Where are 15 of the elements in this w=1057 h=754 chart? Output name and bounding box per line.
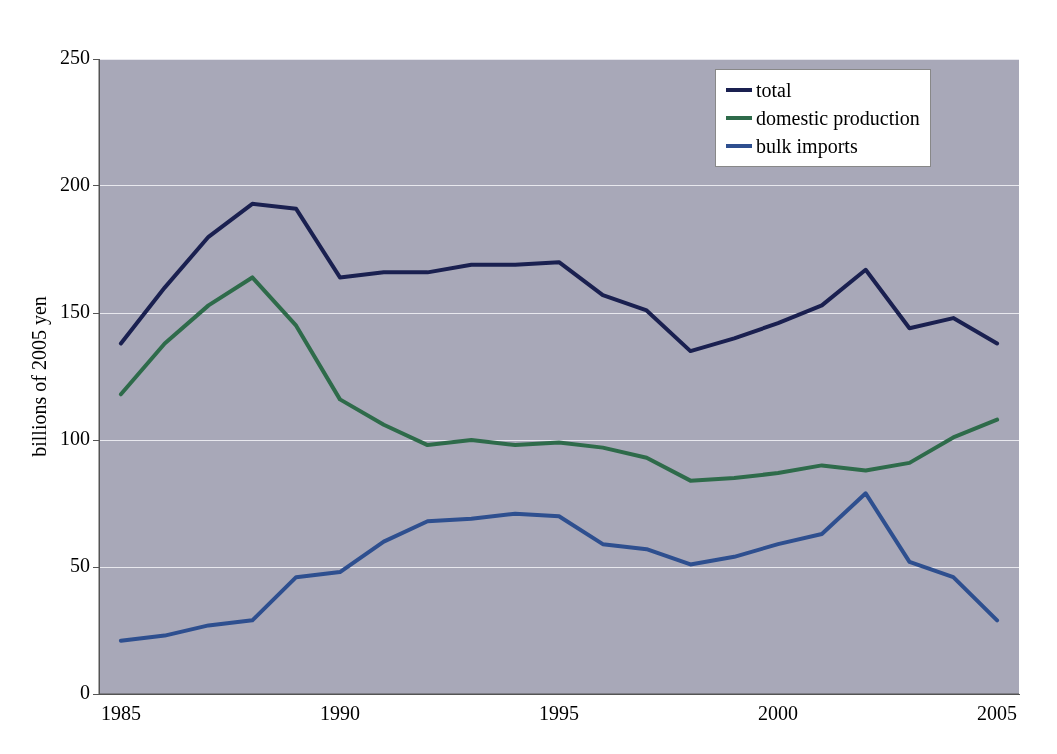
x-tick-label: 2000 <box>758 702 799 725</box>
y-axis-title: billions of 2005 yen <box>28 296 52 457</box>
y-tick-label: 50 <box>70 554 90 577</box>
x-tick-label: 1990 <box>319 702 360 725</box>
y-tick-label: 200 <box>60 173 90 196</box>
y-tick-label: 250 <box>60 46 90 69</box>
y-tick-label: 0 <box>80 681 90 704</box>
legend-label: total <box>756 78 792 102</box>
legend-label: domestic production <box>756 106 920 130</box>
x-tick-label: 1995 <box>539 702 579 725</box>
y-tick-label: 150 <box>60 300 90 323</box>
x-tick-label: 2005 <box>977 702 1018 725</box>
y-tick-label: 100 <box>60 427 90 450</box>
x-tick-label: 1985 <box>100 702 141 725</box>
legend-label: bulk imports <box>756 134 858 158</box>
